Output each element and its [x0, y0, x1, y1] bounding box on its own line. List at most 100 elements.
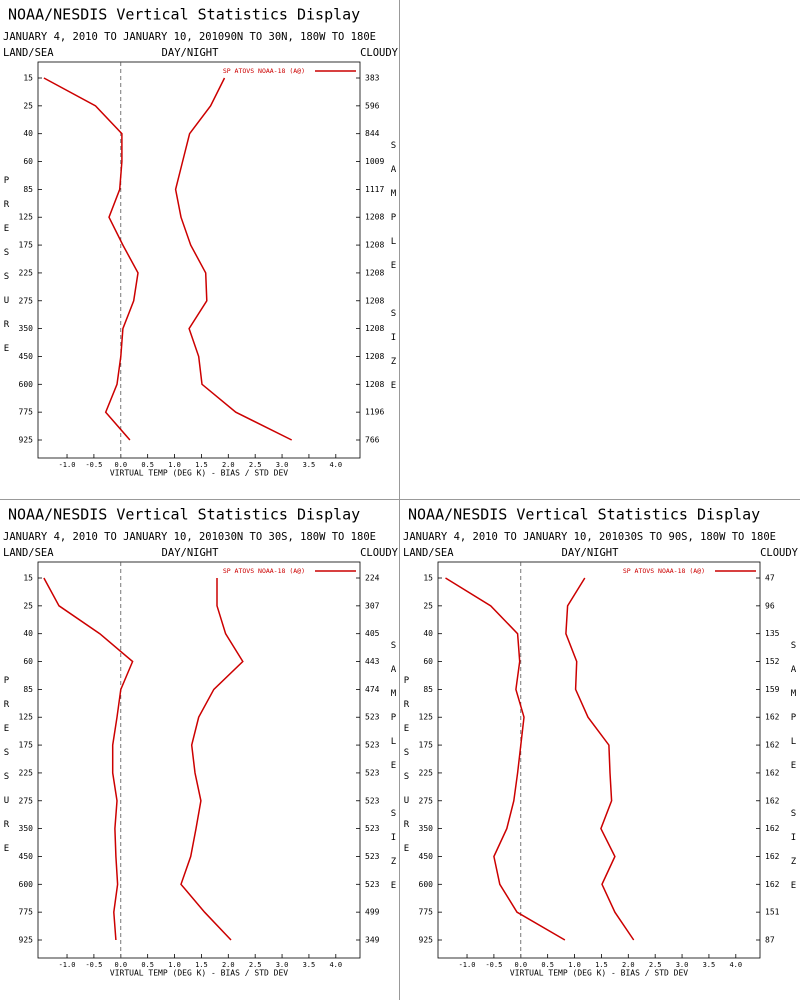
- y-tick-label: 60: [423, 657, 433, 666]
- y-tick-label: 775: [19, 408, 34, 417]
- y-axis-label: PRESSURE: [402, 676, 412, 868]
- data-line: [43, 577, 134, 941]
- sample-size-label: 443: [365, 657, 380, 666]
- sample-size-label: 162: [765, 713, 780, 722]
- plot-frame: [37, 61, 361, 459]
- x-tick-label: 1.5: [595, 961, 608, 969]
- sample-size-label: 162: [765, 824, 780, 833]
- x-tick-label: 2.0: [622, 961, 635, 969]
- chart-subtitle: JANUARY 4, 2010 TO JANUARY 10, 201030S T…: [403, 531, 776, 543]
- sample-size-label: 474: [365, 685, 380, 694]
- sample-size-label: 523: [365, 852, 380, 861]
- x-tick-label: 0.0: [114, 461, 127, 469]
- sample-size-label: 1208: [365, 296, 384, 305]
- y-tick-label: 85: [23, 685, 33, 694]
- y-tick-label: 450: [19, 852, 34, 861]
- y-tick-label: 125: [419, 713, 434, 722]
- y-tick-label: 350: [19, 824, 34, 833]
- y-tick-label: 125: [19, 713, 34, 722]
- sample-size-label: 162: [765, 768, 780, 777]
- y-tick-label: 40: [23, 629, 33, 638]
- y-axis-label: PRESSURE: [2, 676, 12, 868]
- x-tick-label: 3.0: [676, 961, 689, 969]
- x-tick-label: 3.0: [276, 961, 289, 969]
- y-tick-label: 15: [23, 74, 33, 83]
- y-tick-label: 350: [19, 324, 34, 333]
- x-tick-label: 4.0: [329, 961, 342, 969]
- sample-size-label: 596: [365, 101, 380, 110]
- cloudy-label: CLOUDY: [360, 47, 399, 59]
- sample-size-label: 87: [765, 936, 775, 945]
- sample-size-label: 1117: [365, 185, 384, 194]
- x-tick-label: 2.5: [249, 461, 262, 469]
- y-tick-label: 15: [23, 574, 33, 583]
- sample-size-label: 1208: [365, 241, 384, 250]
- x-tick-label: 2.0: [222, 461, 235, 469]
- chart-subtitle: JANUARY 4, 2010 TO JANUARY 10, 201030N T…: [3, 531, 376, 543]
- day-night-label: DAY/NIGHT: [162, 47, 220, 59]
- legend-label: SP ATOVS NOAA-18 (A@): [623, 567, 705, 575]
- sample-size-label: 162: [765, 741, 780, 750]
- y-tick-label: 225: [19, 268, 34, 277]
- y-tick-label: 25: [23, 101, 33, 110]
- x-tick-label: 1.0: [568, 961, 581, 969]
- y-tick-label: 600: [419, 880, 434, 889]
- sample-size-label: 1208: [365, 213, 384, 222]
- plot-frame: [37, 561, 361, 959]
- chart-panel: NOAA/NESDIS Vertical Statistics Display J…: [2, 6, 399, 478]
- y2-axis-label: SAMPLE SIZE: [389, 141, 399, 405]
- x-tick-label: 3.0: [276, 461, 289, 469]
- sample-size-label: 1208: [365, 352, 384, 361]
- y-tick-label: 600: [19, 380, 34, 389]
- sample-size-label: 1208: [365, 380, 384, 389]
- chart-title: NOAA/NESDIS Vertical Statistics Display: [8, 6, 360, 24]
- x-tick-label: 2.0: [222, 961, 235, 969]
- sample-size-label: 96: [765, 601, 775, 610]
- y-tick-label: 40: [423, 629, 433, 638]
- y-tick-label: 60: [23, 157, 33, 166]
- chart-panel: NOAA/NESDIS Vertical Statistics Display J…: [2, 506, 399, 978]
- x-tick-label: 2.5: [249, 961, 262, 969]
- y-tick-label: 275: [419, 796, 434, 805]
- sample-size-label: 1009: [365, 157, 384, 166]
- y-tick-label: 85: [23, 185, 33, 194]
- sample-size-label: 349: [365, 936, 380, 945]
- y-tick-label: 450: [419, 852, 434, 861]
- sample-size-label: 307: [365, 601, 380, 610]
- x-tick-label: -0.5: [485, 961, 502, 969]
- y-tick-label: 225: [419, 768, 434, 777]
- x-tick-label: -1.0: [459, 961, 476, 969]
- chart-title: NOAA/NESDIS Vertical Statistics Display: [8, 506, 360, 524]
- sample-size-label: 523: [365, 824, 380, 833]
- y-tick-label: 15: [423, 574, 433, 583]
- y2-axis-label: SAMPLE SIZE: [789, 641, 799, 905]
- y-tick-label: 775: [19, 908, 34, 917]
- chart-panel: NOAA/NESDIS Vertical Statistics Display J…: [402, 506, 799, 978]
- y-tick-label: 40: [23, 129, 33, 138]
- x-axis-label: VIRTUAL TEMP (DEG K) - BIAS / STD DEV: [110, 469, 288, 478]
- sample-size-label: 162: [765, 880, 780, 889]
- sample-size-label: 159: [765, 685, 780, 694]
- land-sea-label: LAND/SEA: [3, 547, 54, 559]
- sample-size-label: 766: [365, 436, 380, 445]
- x-tick-label: 1.0: [168, 961, 181, 969]
- sample-size-label: 224: [365, 574, 380, 583]
- sample-size-label: 523: [365, 880, 380, 889]
- x-tick-label: 0.5: [141, 461, 154, 469]
- sample-size-label: 162: [765, 796, 780, 805]
- x-tick-label: 4.0: [729, 961, 742, 969]
- sample-size-label: 162: [765, 852, 780, 861]
- day-night-label: DAY/NIGHT: [562, 547, 620, 559]
- x-tick-label: 4.0: [329, 461, 342, 469]
- x-axis-label: VIRTUAL TEMP (DEG K) - BIAS / STD DEV: [110, 969, 288, 978]
- sample-size-label: 135: [765, 629, 780, 638]
- y-tick-label: 85: [423, 685, 433, 694]
- x-tick-label: 0.5: [141, 961, 154, 969]
- legend-label: SP ATOVS NOAA-18 (A@): [223, 567, 305, 575]
- y-tick-label: 275: [19, 296, 34, 305]
- x-tick-label: 0.0: [514, 961, 527, 969]
- y-tick-label: 175: [19, 241, 34, 250]
- data-line: [43, 77, 139, 441]
- y-tick-label: 600: [19, 880, 34, 889]
